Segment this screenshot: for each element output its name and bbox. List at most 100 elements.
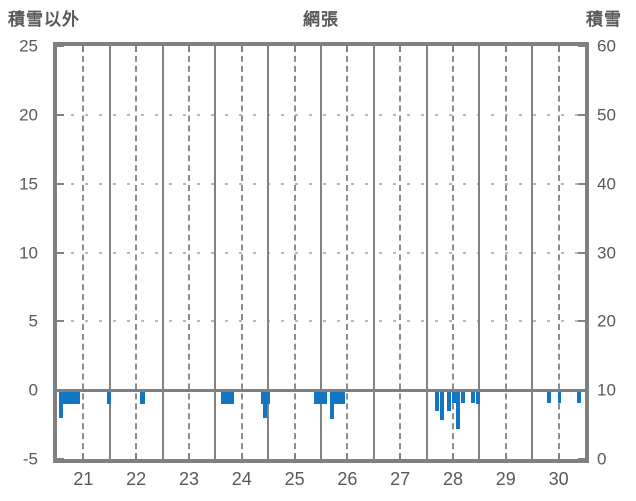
- bottom-axis-tick: [214, 453, 217, 459]
- plot-area: [53, 42, 589, 463]
- top-axis-tick: [108, 46, 111, 52]
- data-bar: [460, 390, 466, 403]
- top-axis-tick: [240, 46, 243, 52]
- top-axis-tick: [399, 46, 402, 52]
- x-axis-tick-label: 22: [126, 469, 147, 489]
- day-boundary-gridline: [425, 46, 428, 459]
- x-axis-tick-label: 21: [73, 469, 94, 489]
- x-axis-tick-label: 29: [495, 469, 516, 489]
- day-boundary-gridline: [161, 46, 164, 459]
- bottom-axis-tick: [425, 453, 428, 459]
- top-axis-tick: [267, 46, 270, 52]
- data-bar: [557, 390, 561, 403]
- top-axis-tick: [82, 46, 85, 52]
- bottom-axis-tick: [320, 453, 322, 459]
- data-bar: [475, 390, 481, 404]
- bottom-axis-tick: [267, 453, 270, 459]
- plot-inner: [57, 45, 585, 460]
- left-axis-tick: [57, 320, 64, 323]
- data-bar: [314, 390, 328, 404]
- data-bar: [329, 390, 335, 420]
- x-axis-tick-label: 26: [337, 469, 358, 489]
- data-bar: [440, 390, 444, 421]
- bottom-axis-tick: [82, 453, 85, 459]
- x-axis-tick-label: 25: [284, 469, 305, 489]
- data-bar: [435, 390, 440, 411]
- top-axis-tick: [320, 46, 322, 52]
- x-axis-tick-label: 28: [442, 469, 464, 489]
- day-center-gridline: [399, 46, 402, 459]
- top-axis-tick: [135, 46, 138, 52]
- day-center-gridline: [240, 46, 243, 459]
- top-axis-tick: [214, 46, 217, 52]
- right-axis-tick-label: 50: [597, 105, 616, 125]
- bottom-axis-tick: [108, 453, 111, 459]
- day-boundary-gridline: [372, 46, 375, 459]
- x-axis-tick-label: 30: [548, 469, 569, 489]
- data-bar: [546, 390, 552, 403]
- day-boundary-gridline: [320, 46, 322, 459]
- data-bar: [220, 390, 235, 404]
- right-axis-tick-label: 10: [597, 380, 616, 400]
- left-axis-tick: [57, 182, 64, 185]
- day-center-gridline: [135, 46, 138, 459]
- bottom-axis-tick: [531, 453, 534, 459]
- x-axis-tick-label: 23: [178, 469, 200, 489]
- bottom-axis-tick: [452, 453, 454, 459]
- day-center-gridline: [452, 46, 454, 459]
- data-bar: [107, 390, 111, 404]
- right-axis-tick: [578, 45, 585, 47]
- data-bar: [470, 390, 475, 403]
- right-axis-title: 積雪: [586, 10, 622, 29]
- bottom-axis-tick: [161, 453, 164, 459]
- left-axis-tick-label: 15: [19, 174, 38, 194]
- bottom-axis-tick: [135, 453, 138, 459]
- bottom-axis-tick: [478, 453, 481, 459]
- left-axis-tick-label: 25: [19, 36, 38, 56]
- bottom-axis-tick: [346, 453, 349, 459]
- day-boundary-gridline: [531, 46, 534, 459]
- data-bar: [334, 390, 346, 404]
- top-axis-tick: [161, 46, 164, 52]
- bottom-axis-tick: [188, 453, 190, 459]
- top-axis-tick: [188, 46, 190, 52]
- bottom-axis-tick: [557, 453, 560, 459]
- day-center-gridline: [557, 46, 560, 459]
- right-axis-tick: [578, 113, 585, 116]
- day-boundary-gridline: [267, 46, 270, 459]
- right-axis-tick-label: 40: [597, 174, 616, 194]
- day-center-gridline: [82, 46, 85, 459]
- right-axis-tick-label: 30: [597, 243, 616, 262]
- x-axis-tick-label: 24: [231, 469, 252, 489]
- left-axis-tick: [57, 458, 64, 460]
- left-axis-tick: [57, 113, 64, 116]
- day-boundary-gridline: [478, 46, 481, 459]
- data-bar: [261, 390, 265, 404]
- top-axis-tick: [425, 46, 428, 52]
- data-bar: [266, 390, 270, 404]
- data-bar: [140, 390, 145, 404]
- day-boundary-gridline: [214, 46, 217, 459]
- bottom-axis-tick: [372, 453, 375, 459]
- data-bar: [577, 390, 581, 403]
- bottom-axis-tick: [504, 453, 507, 459]
- left-axis-tick: [57, 251, 64, 254]
- day-center-gridline: [504, 46, 507, 459]
- right-axis-tick: [578, 182, 585, 185]
- data-bar: [263, 390, 267, 418]
- chart-title: 網張: [303, 10, 339, 29]
- day-center-gridline: [188, 46, 190, 459]
- left-axis-tick-label: -5: [22, 449, 38, 469]
- left-axis-tick-label: 10: [19, 243, 38, 262]
- data-bar: [63, 390, 81, 404]
- data-bar: [455, 390, 460, 429]
- top-axis-tick: [557, 46, 560, 52]
- right-axis-tick-label: 20: [597, 311, 616, 331]
- right-axis-tick: [578, 251, 585, 254]
- bottom-axis-tick: [240, 453, 243, 459]
- top-axis-tick: [293, 46, 296, 52]
- left-axis-title: 積雪以外: [8, 10, 80, 29]
- left-axis-tick-label: 0: [28, 380, 38, 400]
- day-center-gridline: [346, 46, 349, 459]
